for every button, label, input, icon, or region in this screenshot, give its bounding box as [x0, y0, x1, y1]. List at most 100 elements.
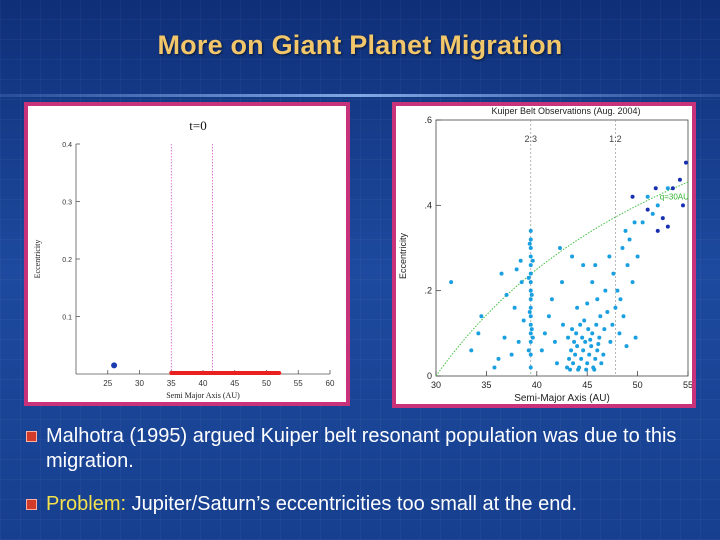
kbo-point: [528, 352, 533, 357]
kbo-point: [512, 305, 517, 310]
simulation-scatter-plot: t=0 25 30 35 40 45 50 55 60 0.1 0.2 0.3 0.4 Semi Majo…: [33, 118, 335, 400]
planet-point: [111, 362, 118, 369]
kbo-point: [585, 301, 590, 306]
y-tick-label: 0: [427, 371, 432, 381]
kbo-point: [597, 335, 602, 340]
curve-label: q=30AU: [660, 192, 689, 201]
kbo-point: [576, 367, 581, 372]
kbo-point: [581, 348, 586, 353]
title-divider: [0, 94, 720, 97]
kbo-point: [528, 263, 533, 268]
kbo-point: [592, 367, 597, 372]
kbo-point: [650, 211, 655, 216]
simulation-plot-panel: t=0 25 30 35 40 45 50 55 60 0.1 0.2 0.3 0.4 Semi Majo…: [24, 102, 350, 406]
kbo-point: [645, 194, 650, 199]
observations-scatter-plot: Kuiper Belt Observations (Aug. 2004) 30 35…: [398, 106, 692, 404]
kbo-point: [571, 361, 576, 366]
kbo-point: [528, 271, 533, 276]
perihelion-curve: [435, 181, 689, 377]
kbo-point: [623, 228, 628, 233]
kbo-point: [581, 263, 586, 268]
y-tick-label: 0.4: [62, 142, 72, 149]
kbo-point: [527, 241, 532, 246]
kbo-point: [568, 367, 573, 372]
kbo-point: [683, 160, 688, 165]
kbo-point: [546, 314, 551, 319]
kbo-point: [504, 292, 509, 297]
kbo-point: [620, 246, 625, 250]
kbo-point: [572, 339, 577, 344]
kbo-point: [528, 246, 533, 250]
x-tick-label: 40: [532, 380, 542, 390]
bullet-square-icon: [26, 431, 37, 442]
kbo-point: [575, 305, 580, 310]
kbo-point: [569, 348, 574, 353]
x-tick-label: 35: [167, 379, 176, 388]
bullet-list: Malhotra (1995) argued Kuiper belt reson…: [22, 424, 702, 535]
kbo-point: [599, 361, 604, 366]
kbo-point: [528, 339, 533, 344]
kbo-point: [492, 365, 497, 370]
kbo-point: [561, 322, 566, 327]
kbo-point: [496, 356, 501, 361]
kbo-point: [514, 267, 519, 272]
kbo-point: [584, 367, 589, 372]
kbo-point: [519, 280, 524, 285]
kbo-point: [528, 322, 533, 327]
kbo-point: [469, 348, 474, 353]
x-tick-label: 45: [582, 380, 592, 390]
kbo-point: [635, 254, 640, 259]
kbo-point: [617, 331, 622, 336]
kbo-point: [529, 292, 534, 297]
x-tick-label: 30: [135, 379, 144, 388]
bullet-square-icon: [26, 499, 37, 510]
kbo-point: [578, 322, 583, 327]
kbo-point: [575, 344, 580, 349]
bullet-item-malhotra: Malhotra (1995) argued Kuiper belt reson…: [22, 424, 702, 474]
kbo-point: [595, 297, 600, 302]
kbo-point: [640, 220, 645, 225]
kbo-point: [509, 352, 514, 357]
kbo-point: [605, 310, 610, 314]
y-tick-label: 0.2: [62, 257, 72, 264]
kbo-point: [579, 356, 584, 361]
kbo-point: [521, 318, 526, 323]
kbo-point: [528, 254, 533, 259]
kbo-point: [621, 314, 626, 319]
y-axis-label: Eccentricity: [398, 232, 408, 279]
kbo-point: [607, 254, 612, 259]
bullet-item-problem: Problem: Jupiter/Saturn’s eccentricities…: [22, 492, 702, 517]
resonance-label: 1:2: [609, 134, 622, 144]
kbo-point: [625, 263, 630, 268]
x-tick-label: 50: [633, 380, 643, 390]
kbo-point: [595, 348, 600, 353]
y-tick-label: 0.3: [62, 200, 72, 207]
kbo-point: [518, 258, 523, 263]
y-tick-label: .2: [424, 286, 432, 296]
kbo-point: [632, 220, 637, 225]
bullet-text: Malhotra (1995) argued Kuiper belt reson…: [46, 425, 677, 472]
kbo-point: [502, 335, 507, 340]
plot-frame: [435, 119, 689, 377]
kbo-point: [479, 314, 484, 319]
kbo-point: [653, 186, 658, 191]
kbo-point: [582, 318, 587, 323]
kbo-point: [680, 203, 685, 208]
x-tick-label: 60: [326, 379, 335, 388]
kbo-point: [539, 348, 544, 353]
chart-title: Kuiper Belt Observations (Aug. 2004): [491, 106, 640, 116]
kbo-point: [567, 356, 572, 361]
kbo-point: [660, 216, 665, 221]
kbo-point: [530, 335, 535, 340]
x-axis-label: Semi Major Axis (AU): [166, 391, 240, 400]
bullet-text: Jupiter/Saturn’s eccentricities too smal…: [126, 493, 577, 515]
y-tick-label: 0.1: [62, 315, 72, 322]
kbo-point: [590, 280, 595, 285]
kbo-point: [528, 331, 533, 336]
kbo-point: [593, 263, 598, 268]
kbo-point: [573, 352, 578, 357]
kbo-point: [608, 339, 613, 344]
x-tick-label: 35: [481, 380, 491, 390]
x-tick-label: 25: [103, 379, 112, 388]
kbo-point: [589, 344, 594, 349]
